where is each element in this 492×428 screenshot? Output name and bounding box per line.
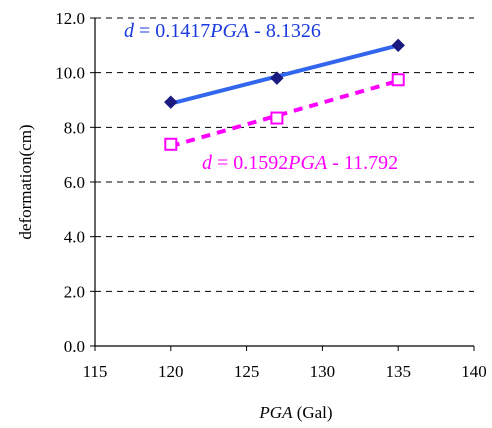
series-2-point-2 bbox=[391, 73, 405, 87]
series-1-equation: d = 0.1417PGA - 8.1326 bbox=[124, 20, 321, 42]
y-tick-label-2: 4.0 bbox=[64, 228, 85, 247]
series-1-point-1 bbox=[270, 71, 284, 85]
y-tick-label-4: 8.0 bbox=[64, 118, 85, 137]
x-tick-label-2: 125 bbox=[234, 362, 260, 381]
axes bbox=[90, 17, 475, 351]
x-tick-label-4: 135 bbox=[385, 362, 411, 381]
x-tick-label-0: 115 bbox=[83, 362, 108, 381]
x-tick-label-1: 120 bbox=[158, 362, 184, 381]
y-tick-label-6: 12.0 bbox=[55, 9, 85, 28]
series-2-equation: d = 0.1592PGA - 11.792 bbox=[202, 152, 398, 174]
series-2-trendline bbox=[170, 78, 399, 149]
series-2-point-0 bbox=[164, 137, 178, 151]
data-series bbox=[164, 38, 405, 151]
y-tick-label-3: 6.0 bbox=[64, 173, 85, 192]
y-axis-title: deformation(cm) bbox=[16, 124, 35, 239]
y-tick-label-1: 2.0 bbox=[64, 282, 85, 301]
y-tick-label-5: 10.0 bbox=[55, 64, 85, 83]
tick-labels: 0.0 2.0 4.0 6.0 8.0 10.0 12.0 115 120 125 130 135 14… bbox=[55, 9, 487, 381]
x-tick-label-3: 130 bbox=[310, 362, 336, 381]
series-1-trendline bbox=[170, 43, 399, 106]
series-2-point-1 bbox=[270, 111, 284, 125]
x-axis-title: PGA (Gal) bbox=[258, 403, 332, 422]
series-1-point-0 bbox=[164, 95, 178, 109]
x-tick-label-5: 140 bbox=[461, 362, 487, 381]
y-tick-label-0: 0.0 bbox=[64, 337, 85, 356]
series-1-point-2 bbox=[391, 38, 405, 53]
